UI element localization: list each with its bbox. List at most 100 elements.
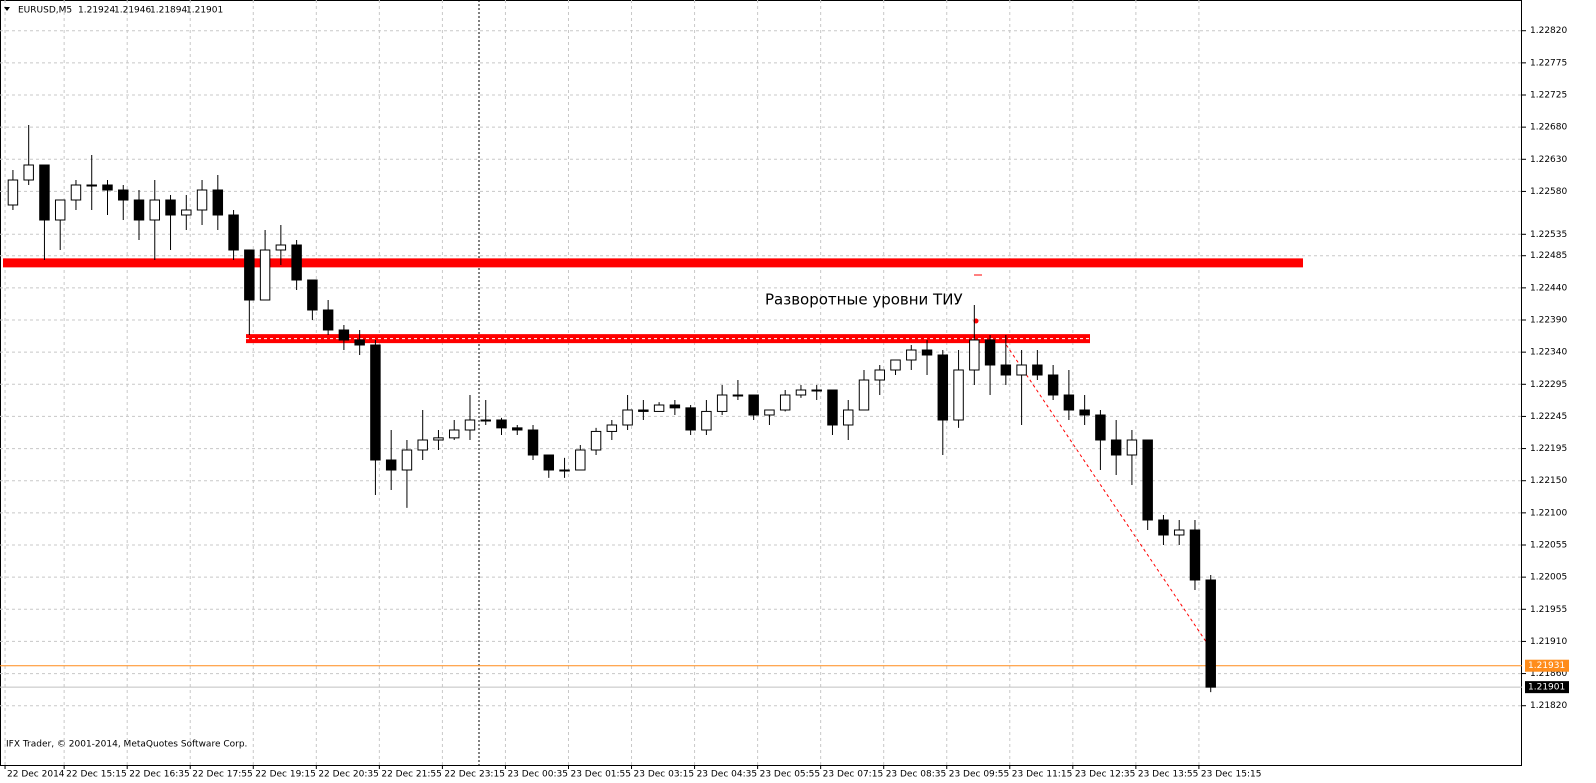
candle-body bbox=[1126, 439, 1138, 456]
y-tick-label: 1.22245 bbox=[1530, 412, 1567, 422]
candle-body bbox=[543, 454, 555, 471]
candle-body bbox=[23, 164, 34, 181]
x-tick-label: 23 Dec 07:15 bbox=[823, 770, 884, 780]
candle-body bbox=[874, 369, 885, 381]
candle-body bbox=[1047, 374, 1059, 396]
bid-line-box bbox=[1525, 681, 1569, 694]
y-tick-label: 1.22725 bbox=[1530, 91, 1567, 101]
footer: IFX Trader, © 2001-2014, MetaQuotes Soft… bbox=[6, 740, 247, 750]
y-tick-label: 1.21860 bbox=[1530, 669, 1567, 679]
candle-body bbox=[669, 404, 681, 409]
x-tick-label: 22 Dec 21:55 bbox=[381, 770, 442, 780]
x-tick-label: 22 Dec 19:15 bbox=[255, 770, 316, 780]
candle-body bbox=[1000, 364, 1012, 376]
x-tick-label: 23 Dec 09:55 bbox=[949, 770, 1010, 780]
y-tick-label: 1.22195 bbox=[1530, 444, 1567, 454]
y-tick-label: 1.22390 bbox=[1530, 316, 1567, 326]
candle-body bbox=[937, 354, 949, 421]
x-tick-label: 22 Dec 20:35 bbox=[318, 770, 379, 780]
y-tick-label: 1.22150 bbox=[1530, 476, 1567, 486]
y-tick-label: 1.22820 bbox=[1530, 26, 1567, 36]
candle-body bbox=[1079, 409, 1090, 416]
candle-body bbox=[559, 469, 570, 472]
y-tick-label: 1.22775 bbox=[1530, 58, 1567, 68]
ask-line-box bbox=[1525, 659, 1569, 672]
x-tick-label: 23 Dec 12:35 bbox=[1075, 770, 1136, 780]
candle-body bbox=[1016, 364, 1027, 376]
x-tick-label: 23 Dec 11:15 bbox=[1012, 770, 1073, 780]
x-tick-label: 22 Dec 16:35 bbox=[129, 770, 190, 780]
candle-body bbox=[448, 429, 460, 439]
y-tick-label: 1.21910 bbox=[1530, 637, 1567, 647]
header-value: 1.21901 bbox=[186, 6, 223, 16]
candle-body bbox=[590, 430, 602, 451]
candle-body bbox=[70, 184, 82, 201]
candle-body bbox=[1032, 364, 1043, 376]
x-tick-label: 22 Dec 15:15 bbox=[66, 770, 127, 780]
header-value: 1.21894 bbox=[150, 6, 187, 16]
bid-line-label: 1.21901 bbox=[1528, 683, 1565, 693]
candle-body bbox=[764, 409, 775, 416]
candle-body bbox=[716, 394, 728, 412]
candle-body bbox=[843, 409, 854, 426]
candle-body bbox=[1205, 579, 1216, 688]
y-tick-label: 1.21820 bbox=[1530, 701, 1567, 711]
candle-body bbox=[228, 214, 239, 251]
x-tick-label: 22 Dec 23:15 bbox=[444, 770, 505, 780]
candle-body bbox=[496, 419, 507, 429]
candle-body bbox=[732, 394, 744, 397]
y-tick-label: 1.22295 bbox=[1530, 380, 1567, 390]
candle-body bbox=[512, 427, 523, 431]
candle-body bbox=[385, 459, 397, 471]
candle-body bbox=[165, 199, 176, 216]
menu-arrow bbox=[4, 7, 10, 11]
candle-body bbox=[1110, 439, 1122, 456]
candle-body bbox=[1142, 439, 1153, 521]
candle-body bbox=[212, 189, 224, 216]
candle-body bbox=[685, 407, 696, 431]
candle-body bbox=[181, 209, 192, 216]
candle-body bbox=[638, 409, 649, 412]
candle-body bbox=[748, 394, 759, 416]
candle-body bbox=[606, 424, 618, 432]
y-tick-label: 1.22005 bbox=[1530, 573, 1567, 583]
candle-body bbox=[417, 439, 428, 451]
candle-body bbox=[653, 404, 665, 412]
candle-body bbox=[480, 419, 491, 422]
candle-body bbox=[858, 379, 870, 411]
y-tick-label: 1.22580 bbox=[1530, 187, 1567, 197]
candle-body bbox=[86, 184, 97, 187]
candle-body bbox=[921, 349, 933, 356]
x-tick-label: 23 Dec 00:35 bbox=[507, 770, 568, 780]
x-tick-label: 22 Dec 2014 bbox=[7, 770, 65, 780]
y-tick-label: 1.22535 bbox=[1530, 230, 1567, 240]
x-tick-label: 23 Dec 04:35 bbox=[697, 770, 758, 780]
candle-body bbox=[196, 189, 208, 211]
candle-body bbox=[433, 437, 444, 441]
candle-body bbox=[827, 389, 838, 426]
candle-body bbox=[464, 419, 476, 431]
x-tick-label: 23 Dec 13:55 bbox=[1138, 770, 1199, 780]
y-tick-label: 1.22680 bbox=[1530, 123, 1567, 133]
candle-body bbox=[779, 394, 791, 411]
candle-body bbox=[1173, 529, 1185, 536]
candle-body bbox=[244, 249, 255, 301]
candle-body bbox=[307, 279, 318, 311]
y-tick-label: 1.22485 bbox=[1530, 251, 1567, 261]
x-tick-label: 23 Dec 03:15 bbox=[634, 770, 695, 780]
annotation: Разворотные уровни ТИУ bbox=[765, 291, 963, 309]
y-tick-label: 1.21955 bbox=[1530, 605, 1567, 615]
candle-body bbox=[338, 329, 350, 341]
candle-body bbox=[133, 199, 145, 221]
candle-body bbox=[575, 449, 586, 471]
candle-body bbox=[1189, 529, 1201, 581]
candle-body bbox=[1095, 414, 1106, 441]
x-tick-label: 23 Dec 01:55 bbox=[570, 770, 631, 780]
y-tick-label: 1.22100 bbox=[1530, 508, 1567, 518]
candle-body bbox=[291, 244, 302, 281]
symbol: EURUSD,M5 bbox=[18, 6, 72, 16]
candle-body bbox=[795, 389, 807, 396]
candle-body bbox=[1158, 519, 1169, 536]
candle-body bbox=[354, 339, 365, 346]
